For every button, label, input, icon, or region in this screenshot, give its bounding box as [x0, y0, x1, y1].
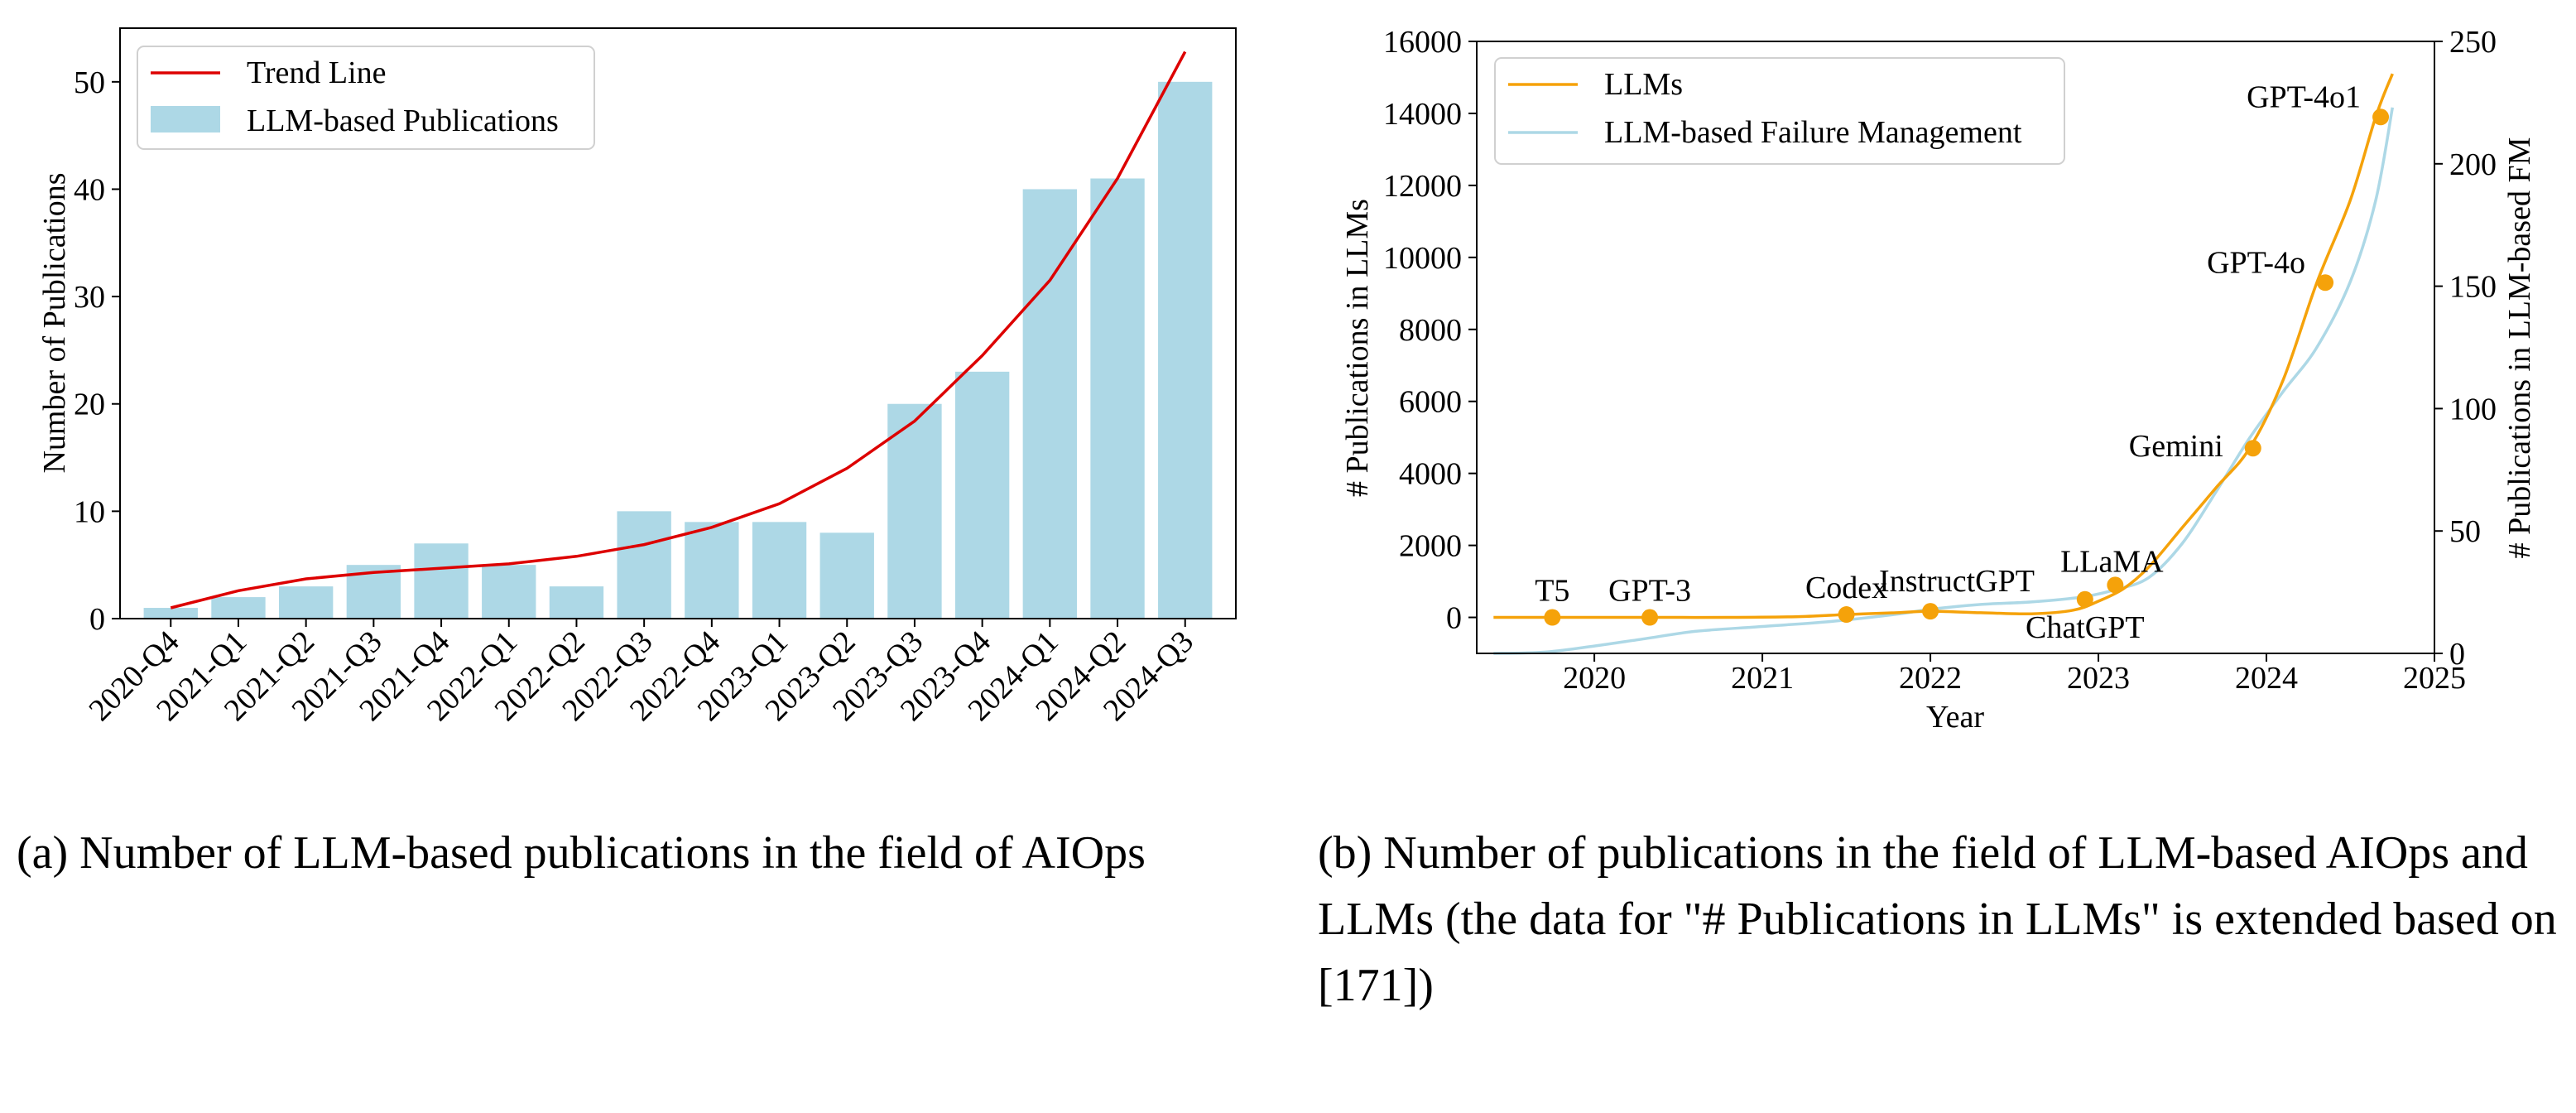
- chart-b-right-y-tick-label: 50: [2449, 514, 2481, 549]
- chart-b-milestone-label: InstructGPT: [1879, 564, 2035, 599]
- chart-b-milestone-label: GPT-3: [1608, 574, 1691, 609]
- chart-a-y-tick-label: 30: [74, 280, 105, 315]
- chart-a-legend-bar-label: LLM-based Publications: [247, 104, 559, 138]
- chart-b-milestone-point: [1922, 603, 1939, 620]
- chart-b-left-y-ticks: 0 2000 4000 6000 8000 10000 12000 14000 16000: [1383, 25, 1477, 636]
- chart-b-x-tick-label: 2022: [1899, 661, 1962, 696]
- chart-a-bar-2023-Q1: [752, 522, 807, 619]
- chart-b-right-y-axis-label: # Publications in LLM-based FM: [2502, 137, 2537, 559]
- chart-b-legend: LLMs LLM-based Failure Management: [1494, 57, 2065, 165]
- chart-a-y-tick-label: 0: [89, 602, 105, 637]
- chart-b-milestone-label: Gemini: [2129, 429, 2223, 464]
- chart-a-bar-2023-Q3: [887, 403, 942, 619]
- chart-a-trend-line: [170, 51, 1187, 610]
- chart-a-y-tick-label: 20: [74, 388, 105, 422]
- chart-b-llms-line: [1493, 73, 2394, 619]
- chart-b-y-tick-label: 12000: [1383, 169, 1462, 204]
- chart-b-right-y-tick-label: 150: [2449, 270, 2497, 305]
- chart-b-x-ticks: 2020 2021 2022 2023 2024 2025: [1563, 653, 2466, 696]
- chart-a-bar-2023-Q2: [819, 532, 874, 619]
- chart-b-y-tick-label: 4000: [1399, 457, 1462, 492]
- caption-a: (a) Number of LLM-based publications in …: [17, 827, 1146, 879]
- chart-a-legend-bar-swatch: [151, 106, 220, 132]
- chart-b-y-tick-label: 8000: [1399, 313, 1462, 348]
- chart-b-legend-box: [1494, 57, 2065, 165]
- chart-b-legend-llms-label: LLMs: [1604, 67, 1683, 102]
- chart-a-bar-2021-Q2: [278, 586, 334, 619]
- chart-b-x-tick-label: 2023: [2067, 661, 2130, 696]
- chart-b-milestone-label: ChatGPT: [2026, 610, 2145, 645]
- chart-a-bar-2021-Q1: [211, 597, 266, 619]
- chart-b-x-tick-label: 2020: [1563, 661, 1626, 696]
- chart-b-right-y-tick-label: 0: [2449, 637, 2465, 672]
- chart-b-milestone-point: [2244, 440, 2261, 457]
- chart-a-y-ticks: 0 10 20 30 40 50: [74, 65, 120, 637]
- chart-b-y-tick-label: 16000: [1383, 25, 1462, 60]
- chart-b-y-tick-label: 14000: [1383, 97, 1462, 132]
- chart-b-milestone-label: Codex: [1805, 571, 1887, 605]
- chart-b-x-axis-label: Year: [1926, 700, 1984, 735]
- chart-a-frame: [119, 27, 1237, 619]
- chart-b-milestone-point: [1838, 606, 1855, 624]
- chart-a-bar-2022-Q4: [685, 522, 739, 619]
- chart-b-y-tick-label: 0: [1446, 601, 1462, 636]
- chart-b-x-tick-label: 2021: [1731, 661, 1794, 696]
- chart-b-y-tick-label: 10000: [1383, 241, 1462, 276]
- chart-b-milestone-point: [1544, 609, 1561, 626]
- chart-b-y-tick-label: 2000: [1399, 529, 1462, 564]
- chart-b-right-y-tick-label: 100: [2449, 392, 2497, 426]
- chart-b-milestone-point: [2076, 590, 2093, 608]
- chart-a-legend-trend-label: Trend Line: [247, 55, 387, 90]
- chart-a-y-tick-label: 50: [74, 65, 105, 100]
- chart-b-milestone-point: [2372, 108, 2390, 126]
- chart-b-y-tick-label: 6000: [1399, 385, 1462, 420]
- chart-b-milestone-point: [2107, 576, 2124, 594]
- chart-a-bar-2023-Q4: [954, 371, 1010, 619]
- chart-b-milestone-label: T5: [1535, 574, 1569, 609]
- chart-a-bar-2022-Q1: [482, 565, 536, 619]
- chart-b-right-y-ticks: 0 50 100 150 200 250: [2434, 25, 2497, 672]
- chart-a-bar-2022-Q2: [549, 586, 604, 619]
- chart-b-fm-line: [1493, 107, 2395, 655]
- chart-b-milestone-label: GPT-4o: [2207, 245, 2305, 280]
- chart-b-milestone-point: [2317, 274, 2334, 292]
- chart-b-x-tick-label: 2025: [2403, 661, 2466, 696]
- chart-b-milestone-label: LLaMA: [2060, 544, 2164, 579]
- chart-a-y-tick-label: 40: [74, 172, 105, 207]
- chart-a-bar-2024-Q3: [1158, 81, 1213, 619]
- chart-a-y-tick-label: 10: [74, 494, 105, 529]
- chart-a-y-axis-label: Number of Publications: [37, 172, 72, 473]
- chart-a-bars: [143, 81, 1213, 619]
- chart-b-legend-fm-label: LLM-based Failure Management: [1604, 115, 2022, 150]
- chart-a-bar-2022-Q3: [617, 511, 671, 619]
- chart-b-y-axis-label: # Publications in LLMs: [1340, 199, 1375, 497]
- chart-a-bar-2020-Q4: [143, 608, 198, 619]
- chart-b-milestone-label: GPT-4o1: [2247, 80, 2361, 114]
- chart-a: 0 10 20 30 40 50 2020-Q42021-Q12021-Q22021-Q3…: [37, 27, 1237, 728]
- caption-b: (b) Number of publications in the field …: [1318, 827, 2557, 1011]
- chart-a-bar-2024-Q1: [1022, 189, 1078, 619]
- chart-b-frame: [1476, 41, 2435, 654]
- chart-b-x-tick-label: 2024: [2235, 661, 2298, 696]
- chart-b-right-y-tick-label: 200: [2449, 147, 2497, 182]
- chart-b-right-y-tick-label: 250: [2449, 25, 2497, 60]
- chart-a-x-ticks: 2020-Q42021-Q12021-Q22021-Q32021-Q42022-…: [82, 619, 1200, 728]
- chart-a-legend: Trend Line LLM-based Publications: [137, 46, 595, 150]
- chart-a-bar-2021-Q4: [414, 543, 469, 619]
- chart-a-bar-2024-Q2: [1090, 178, 1145, 619]
- chart-b-milestone-point: [1641, 609, 1659, 626]
- chart-a-legend-box: [137, 46, 595, 150]
